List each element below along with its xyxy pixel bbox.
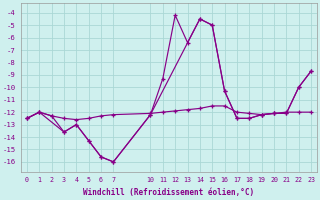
X-axis label: Windchill (Refroidissement éolien,°C): Windchill (Refroidissement éolien,°C) bbox=[84, 188, 254, 197]
